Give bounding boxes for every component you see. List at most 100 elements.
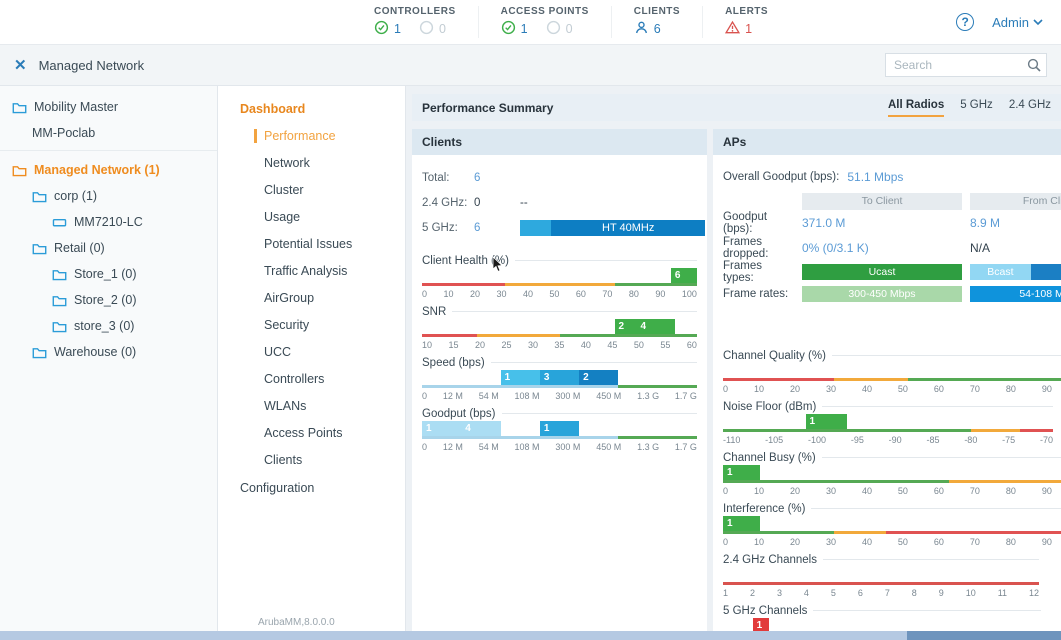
nav-item-security[interactable]: Security [264,318,310,332]
tick-label: 70 [969,384,980,394]
tree-item-warehouse-0-[interactable]: Warehouse (0) [0,339,217,365]
chart-bar[interactable]: 2 [614,319,637,334]
chart-bar[interactable]: 2 [579,370,619,385]
tree-item-managed-network-1-[interactable]: Managed Network (1) [0,157,217,183]
nav-item-ucc[interactable]: UCC [264,345,292,359]
chart-axis-line [723,429,1053,432]
nav-item-airgroup[interactable]: AirGroup [264,291,315,305]
tick-label: 54 M [478,442,499,452]
nav-item-usage[interactable]: Usage [264,210,301,224]
chart-bar[interactable]: 1 [723,516,760,531]
breadcrumb: ✕ Managed Network [14,56,144,74]
overall-goodput-label: Overall Goodput (bps): [723,171,840,183]
check-circle-icon [501,20,516,38]
stat-badge[interactable]: 0 [419,20,446,38]
chart-bar[interactable]: 1 [422,421,462,436]
nav-item-potential-issues[interactable]: Potential Issues [264,237,353,251]
chart-title: Noise Floor (dBm) [723,399,1053,414]
nav-item-network[interactable]: Network [264,156,310,170]
ap-bar-segment[interactable]: 54-108 Mbps [970,286,1061,302]
clients-panel-title: Clients [412,129,707,155]
close-icon[interactable]: ✕ [14,57,27,74]
ap-bar-segment[interactable]: Ucast [802,264,962,280]
ap-bar-segment[interactable]: Bcast [970,264,1031,280]
tick-label: -110 [723,435,741,445]
tree-item-retail-0-[interactable]: Retail (0) [0,235,217,261]
stat-badge[interactable]: 1 [725,20,752,38]
alert-triangle-icon [725,20,741,38]
tree-item-mobility-master[interactable]: Mobility Master [0,94,217,120]
ap-bar-segment[interactable]: 300-450 Mbps [802,286,962,302]
nav-section-dashboard[interactable]: Dashboard [240,102,306,116]
axis-segment [422,334,477,337]
tick-label: 70 [969,486,980,496]
tick-label: 0 [723,384,729,394]
chart-bar[interactable]: 1 [805,414,847,429]
stat-badge[interactable]: 1 [374,20,401,38]
stat-group-alerts: ALERTS 1 [703,6,790,38]
scrollbar-track[interactable] [0,631,908,640]
nav-item-cluster[interactable]: Cluster [264,183,304,197]
tree-item-mm7210-lc[interactable]: MM7210-LC [0,209,217,235]
stat-label: CLIENTS [633,6,681,17]
chart-bar[interactable]: 4 [636,319,675,334]
tick-label: 6 [857,588,863,598]
stat-badge[interactable]: 0 [546,20,573,38]
tick-label: 450 M [596,391,622,401]
admin-menu[interactable]: Admin [992,15,1043,30]
horizontal-scrollbar[interactable] [0,631,1061,640]
stat-label: CONTROLLERS [374,6,456,17]
folder-icon [12,164,27,177]
search-input[interactable] [885,53,1047,77]
nav-item-performance[interactable]: Performance [254,129,405,143]
nav-item-configuration[interactable]: Configuration [240,481,315,495]
tree-item-corp-1-[interactable]: corp (1) [0,183,217,209]
chart-bar[interactable]: 1 [723,465,760,480]
nav-item-clients[interactable]: Clients [264,453,303,467]
tick-label: 70 [969,537,980,547]
chart-bar-track: 1 [723,516,1061,531]
tick-label: -90 [888,435,902,445]
tick-label: 60 [933,486,944,496]
help-icon[interactable]: ? [956,13,975,31]
tick-label: 1.3 G [637,391,660,401]
nav-item-controllers[interactable]: Controllers [264,372,325,386]
tick-label: 2 [749,588,755,598]
chart-bar[interactable]: 1 [500,370,540,385]
tick-label: 70 [602,289,613,299]
tick-label: 450 M [596,442,622,452]
scrollbar-thumb[interactable] [907,631,1061,640]
tab-5-ghz[interactable]: 5 GHz [960,98,993,111]
nav-item-wlans[interactable]: WLANs [264,399,307,413]
search-icon[interactable] [1027,58,1041,72]
band-bar-segment [520,219,552,236]
chart-bar[interactable]: 6 [670,268,697,283]
chart-bar[interactable]: 4 [461,421,501,436]
chart-title-label: Channel Busy (%) [723,451,816,464]
tick-label: 108 M [514,391,540,401]
nav-item-access-points[interactable]: Access Points [264,426,343,440]
chart-bar[interactable]: 1 [752,618,770,633]
tab-2-4-ghz[interactable]: 2.4 GHz [1008,98,1051,111]
chart-bar[interactable]: 1 [539,421,580,436]
chart-bar[interactable]: 3 [539,370,580,385]
axis-segment [723,531,834,534]
ap-bar-segment[interactable]: Mcast [1030,264,1061,280]
tab-all-radios[interactable]: All Radios [887,99,945,117]
tick-label: 90 [1041,486,1052,496]
tree-item-store-1-0-[interactable]: Store_1 (0) [0,261,217,287]
chart-axis-line [422,385,697,388]
axis-segment [1020,429,1053,432]
tree-item-mm-poclab[interactable]: MM-Poclab [0,120,217,146]
tree-item-store-2-0-[interactable]: Store_2 (0) [0,287,217,313]
main-content: Performance Summary All Radios 5 GHz 2.4 G… [406,86,1061,640]
stat-badge[interactable]: 6 [634,20,661,38]
clients-5ghz-band-bar[interactable]: HT 40MHz [520,219,705,236]
tick-label: 0 [723,537,729,547]
tick-label: 0 [422,289,428,299]
stat-badge[interactable]: 1 [501,20,528,38]
tree-item-store-3-0-[interactable]: store_3 (0) [0,313,217,339]
nav-item-traffic-analysis[interactable]: Traffic Analysis [264,264,348,278]
